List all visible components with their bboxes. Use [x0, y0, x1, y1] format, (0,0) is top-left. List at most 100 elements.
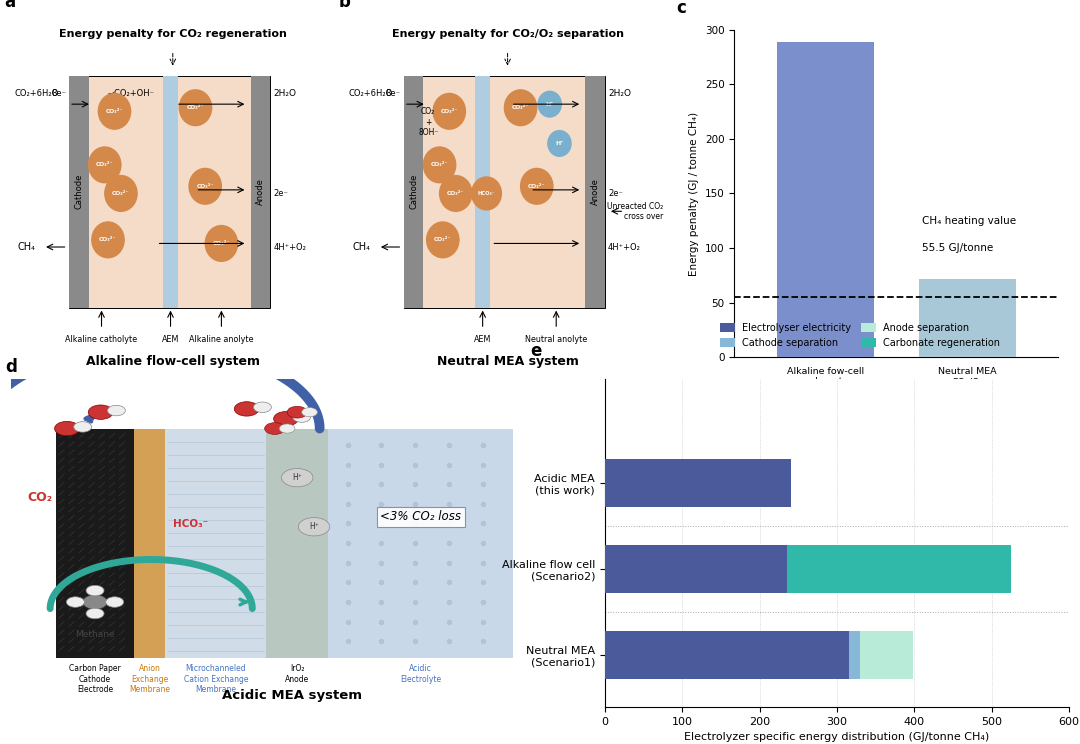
Text: 4H⁺+O₂: 4H⁺+O₂	[608, 243, 640, 251]
Bar	[605, 632, 849, 679]
FancyBboxPatch shape	[267, 429, 328, 658]
Text: CO₃²⁻: CO₃²⁻	[112, 191, 130, 196]
Text: CH₄ heating value: CH₄ heating value	[922, 217, 1016, 226]
Text: 2H₂O: 2H₂O	[608, 89, 631, 98]
Circle shape	[104, 175, 138, 212]
Circle shape	[66, 597, 84, 607]
X-axis label: Electrolyzer specific energy distribution (GJ/tonne CH₄): Electrolyzer specific energy distributio…	[685, 732, 989, 742]
Text: 2H₂O: 2H₂O	[273, 89, 296, 98]
Circle shape	[538, 91, 562, 118]
Text: Anion
Exchange
Membrane: Anion Exchange Membrane	[129, 664, 170, 694]
Text: CO₂+6H₂O: CO₂+6H₂O	[14, 89, 58, 98]
Circle shape	[301, 408, 318, 417]
Text: CO₃²⁻: CO₃²⁻	[106, 109, 123, 114]
Text: Anode: Anode	[591, 179, 599, 205]
Text: Microchanneled
Cation Exchange
Membrane: Microchanneled Cation Exchange Membrane	[184, 664, 248, 694]
FancyBboxPatch shape	[69, 76, 89, 308]
Text: CO₃²⁻: CO₃²⁻	[512, 105, 529, 110]
Circle shape	[280, 424, 295, 433]
Text: Anode: Anode	[256, 179, 265, 205]
Circle shape	[519, 167, 554, 205]
Text: Acidic MEA system: Acidic MEA system	[221, 689, 362, 702]
Text: a: a	[4, 0, 15, 11]
Text: <3% CO₂ loss: <3% CO₂ loss	[380, 510, 461, 524]
Text: AEM: AEM	[162, 335, 179, 344]
Bar	[861, 632, 913, 679]
Text: CO₃²⁻: CO₃²⁻	[99, 237, 117, 243]
Text: →CO₂+OH⁻: →CO₂+OH⁻	[108, 89, 156, 98]
Circle shape	[471, 176, 502, 211]
Circle shape	[89, 405, 113, 420]
FancyBboxPatch shape	[404, 76, 605, 308]
Text: CO₃²⁻: CO₃²⁻	[528, 184, 545, 189]
Circle shape	[188, 167, 222, 205]
Circle shape	[86, 586, 104, 596]
Text: CO₃²⁻: CO₃²⁻	[96, 162, 113, 167]
Text: Cathode: Cathode	[75, 174, 83, 209]
Bar	[919, 278, 1016, 357]
Circle shape	[254, 402, 271, 412]
Circle shape	[298, 518, 329, 536]
Text: Acidic
Electrolyte: Acidic Electrolyte	[401, 664, 442, 684]
Text: CO₃²⁻: CO₃²⁻	[441, 109, 458, 114]
Text: H⁺: H⁺	[555, 141, 564, 146]
Text: Energy penalty for CO₂/O₂ separation: Energy penalty for CO₂/O₂ separation	[392, 29, 623, 39]
Text: 2e⁻: 2e⁻	[273, 189, 288, 198]
FancyBboxPatch shape	[585, 76, 605, 308]
Text: Unreacted CO₂
cross over: Unreacted CO₂ cross over	[607, 202, 663, 221]
Bar	[786, 545, 1011, 593]
FancyBboxPatch shape	[251, 76, 270, 308]
Text: CO₃²⁻: CO₃²⁻	[197, 184, 214, 189]
Circle shape	[293, 412, 311, 423]
Circle shape	[234, 402, 259, 416]
Text: Energy penalty for CO₂ regeneration: Energy penalty for CO₂ regeneration	[59, 29, 286, 39]
Text: b: b	[339, 0, 351, 11]
Circle shape	[422, 147, 457, 184]
FancyBboxPatch shape	[328, 429, 513, 658]
Circle shape	[438, 175, 473, 212]
Text: CO₃²⁻: CO₃²⁻	[213, 241, 230, 246]
FancyBboxPatch shape	[475, 76, 490, 308]
Bar	[605, 459, 791, 507]
Circle shape	[548, 130, 571, 157]
Text: H⁺: H⁺	[293, 473, 302, 482]
FancyBboxPatch shape	[69, 76, 270, 308]
Bar	[605, 545, 786, 593]
Circle shape	[178, 89, 213, 126]
Circle shape	[91, 221, 125, 258]
FancyBboxPatch shape	[163, 76, 178, 308]
FancyBboxPatch shape	[165, 429, 267, 658]
Circle shape	[83, 595, 107, 609]
Text: CH₄: CH₄	[353, 242, 370, 252]
Text: 55.5 GJ/tonne: 55.5 GJ/tonne	[922, 243, 994, 254]
Text: Alkaline anolyte: Alkaline anolyte	[189, 335, 254, 344]
Circle shape	[107, 405, 125, 416]
Text: CO₂
+
8OH⁻: CO₂ + 8OH⁻	[418, 107, 438, 137]
Text: HCO₃⁻: HCO₃⁻	[173, 519, 208, 529]
Text: CO₃²⁻: CO₃²⁻	[187, 105, 204, 110]
Legend: Electrolyser electricity, Cathode separation, Anode separation, Carbonate regene: Electrolyser electricity, Cathode separa…	[716, 319, 1004, 351]
Text: Cathode: Cathode	[409, 174, 418, 209]
Circle shape	[73, 422, 92, 432]
Circle shape	[106, 597, 124, 607]
Circle shape	[87, 147, 122, 184]
Text: CO₃²⁻: CO₃²⁻	[434, 237, 451, 243]
Text: Neutral anolyte: Neutral anolyte	[525, 335, 588, 344]
FancyBboxPatch shape	[134, 429, 165, 658]
Text: IrO₂
Anode: IrO₂ Anode	[285, 664, 309, 684]
Text: Methane: Methane	[76, 630, 114, 639]
Circle shape	[282, 469, 313, 487]
Text: 4H⁺+O₂: 4H⁺+O₂	[273, 243, 306, 251]
Circle shape	[432, 93, 467, 130]
Bar	[777, 42, 874, 357]
Text: CO₃²⁻: CO₃²⁻	[431, 162, 448, 167]
Text: c: c	[676, 0, 686, 16]
Text: 8e⁻: 8e⁻	[386, 89, 401, 98]
Text: CH₄: CH₄	[18, 242, 36, 252]
Text: CO₂: CO₂	[28, 490, 53, 504]
Y-axis label: Energy penalty (GJ / tonne CH₄): Energy penalty (GJ / tonne CH₄)	[689, 112, 700, 275]
Circle shape	[265, 423, 285, 434]
Circle shape	[287, 406, 308, 418]
Text: e: e	[530, 341, 542, 360]
Text: CO₃²⁻: CO₃²⁻	[447, 191, 464, 196]
